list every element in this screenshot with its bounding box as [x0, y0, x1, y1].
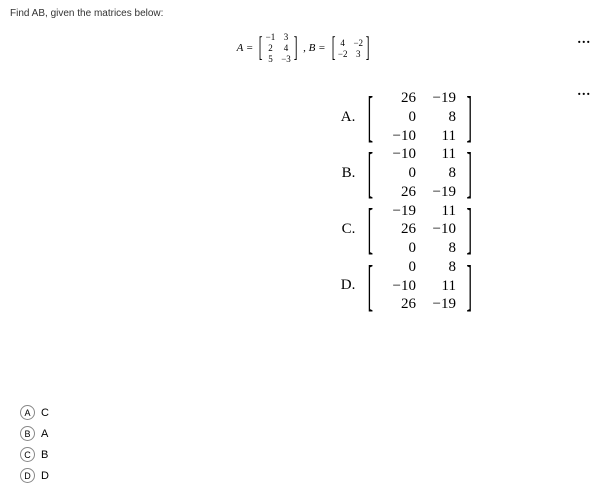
options-list: ACBACBDD — [20, 399, 49, 489]
cell: −10 — [380, 127, 420, 146]
cell: −19 — [380, 202, 420, 221]
matrix-grid: −10110826−19 — [380, 145, 460, 201]
cell: −2 — [338, 49, 348, 59]
answer-matrix: [08−101126−19] — [361, 258, 478, 314]
option-d[interactable]: DD — [20, 468, 49, 483]
bracket-right: ] — [467, 148, 473, 198]
option-circle: D — [20, 468, 35, 483]
cell: −10 — [420, 220, 460, 239]
bracket-right: ] — [294, 32, 298, 64]
bracket-left: [ — [368, 204, 374, 254]
answer-choice: C.[−191126−1008] — [327, 202, 478, 258]
cell: 4 — [281, 43, 291, 53]
cell: −2 — [353, 38, 363, 48]
option-circle: A — [20, 405, 35, 420]
cell: −10 — [380, 145, 420, 164]
matrix-grid: 08−101126−19 — [380, 258, 460, 314]
bracket-right: ] — [467, 261, 473, 311]
cell: 0 — [380, 239, 420, 258]
matrix-b: [ 4−2 −23 ] — [329, 32, 373, 64]
cell: 26 — [380, 183, 420, 202]
answer-choices-block: ... A.[26−1908−1011]B.[−10110826−19]C.[−… — [0, 79, 606, 314]
label-b: , B = — [303, 42, 325, 54]
more-icon[interactable]: ... — [578, 84, 592, 100]
cell: 0 — [380, 164, 420, 183]
cell: 26 — [380, 89, 420, 108]
cell: 11 — [420, 127, 460, 146]
matrix-a: [ −1 3 24 5 −3 ] — [256, 32, 300, 64]
option-c[interactable]: CB — [20, 447, 49, 462]
option-a[interactable]: AC — [20, 405, 49, 420]
cell: 26 — [380, 295, 420, 314]
cell: 2 — [266, 43, 276, 53]
cell: −19 — [420, 295, 460, 314]
answer-choice: D. [08−101126−19] — [327, 258, 478, 314]
cell: −3 — [281, 54, 291, 64]
more-icon[interactable]: ... — [578, 32, 592, 48]
answer-letter: B. — [327, 165, 355, 182]
answer-matrix: [−191126−1008] — [361, 202, 478, 258]
option-b[interactable]: BA — [20, 426, 49, 441]
bracket-left: [ — [368, 148, 374, 198]
cell: 11 — [420, 277, 460, 296]
cell: 8 — [420, 239, 460, 258]
option-label: A — [41, 428, 48, 440]
answer-letter: D. — [327, 277, 355, 294]
cell: 26 — [380, 220, 420, 239]
label-a: A = — [237, 42, 254, 54]
cell: −1 — [266, 32, 276, 42]
bracket-left: [ — [259, 32, 263, 64]
cell: −19 — [420, 89, 460, 108]
answer-matrix: [−10110826−19] — [361, 145, 478, 201]
cell: 8 — [420, 108, 460, 127]
matrix-definitions: A = [ −13 24 5−3 ] , B = [ 4−2 −23 ] ... — [0, 27, 606, 79]
cell: 11 — [420, 145, 460, 164]
option-label: B — [41, 449, 48, 461]
cell: 4 — [338, 38, 348, 48]
bracket-left: [ — [331, 32, 335, 64]
cell: 5 — [266, 54, 276, 64]
answer-matrix: [26−1908−1011] — [361, 89, 478, 145]
question-text: Find AB, given the matrices below: — [0, 0, 606, 27]
bracket-left: [ — [368, 92, 374, 142]
option-circle: B — [20, 426, 35, 441]
cell: 8 — [420, 258, 460, 277]
bracket-right: ] — [467, 92, 473, 142]
cell: 0 — [380, 258, 420, 277]
answer-letter: A. — [327, 109, 355, 126]
bracket-right: ] — [366, 32, 370, 64]
cell: 3 — [353, 49, 363, 59]
matrix-grid: 26−1908−1011 — [380, 89, 460, 145]
cell: 8 — [420, 164, 460, 183]
option-circle: C — [20, 447, 35, 462]
answer-letter: C. — [327, 221, 355, 238]
option-label: C — [41, 407, 49, 419]
bracket-right: ] — [467, 204, 473, 254]
option-label: D — [41, 470, 49, 482]
cell: 11 — [420, 202, 460, 221]
bracket-left: [ — [368, 261, 374, 311]
matrix-grid: −191126−1008 — [380, 202, 460, 258]
answer-choice: A. [26−1908−1011] — [327, 89, 478, 145]
cell: 3 — [281, 32, 291, 42]
cell: 0 — [380, 108, 420, 127]
cell: −10 — [380, 277, 420, 296]
cell: −19 — [420, 183, 460, 202]
answer-choice: B.[−10110826−19] — [327, 145, 478, 201]
